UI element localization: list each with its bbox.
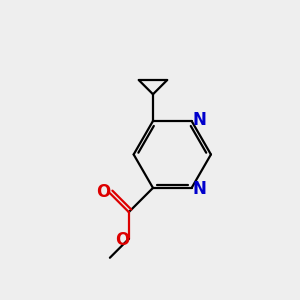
Text: O: O [96,183,110,201]
Text: N: N [193,110,207,128]
Text: O: O [115,231,129,249]
Text: N: N [193,180,207,198]
